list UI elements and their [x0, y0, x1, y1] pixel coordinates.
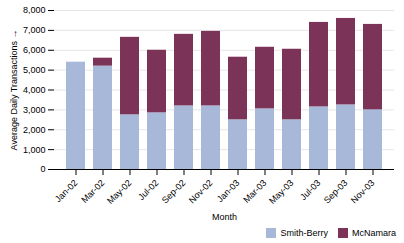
html-text:Smith-Berry: Smith-Berry: [280, 228, 328, 238]
svg-text:May-03: May-03: [267, 178, 295, 206]
svg-text:Nov-03: Nov-03: [349, 178, 377, 206]
svg-text:May-02: May-02: [105, 178, 133, 206]
svg-text:Mar-03: Mar-03: [241, 178, 268, 205]
html-text:McNamara: McNamara: [352, 228, 396, 238]
svg-text:1,000: 1,000: [23, 145, 46, 155]
svg-text:Mar-02: Mar-02: [79, 178, 106, 205]
svg-text:Jan-02: Jan-02: [53, 178, 80, 205]
svg-text:0: 0: [40, 164, 45, 174]
svg-text:Jul-02: Jul-02: [136, 178, 160, 202]
svg-text:3,000: 3,000: [23, 105, 46, 115]
svg-text:Nov-02: Nov-02: [187, 178, 215, 206]
svg-text:7,000: 7,000: [23, 25, 46, 35]
svg-text:Sep-02: Sep-02: [160, 178, 188, 206]
svg-text:5,000: 5,000: [23, 65, 46, 75]
svg-text:Jan-03: Jan-03: [215, 178, 242, 205]
svg-text:2,000: 2,000: [23, 125, 46, 135]
svg-text:8,000: 8,000: [23, 5, 46, 15]
svg-text:6,000: 6,000: [23, 45, 46, 55]
svg-text:4,000: 4,000: [23, 85, 46, 95]
svg-text:Sep-03: Sep-03: [322, 178, 350, 206]
svg-text:Average Daily Transactions →: Average Daily Transactions →: [9, 30, 19, 151]
svg-text:Month: Month: [212, 212, 237, 222]
svg-text:Jul-03: Jul-03: [298, 178, 322, 202]
